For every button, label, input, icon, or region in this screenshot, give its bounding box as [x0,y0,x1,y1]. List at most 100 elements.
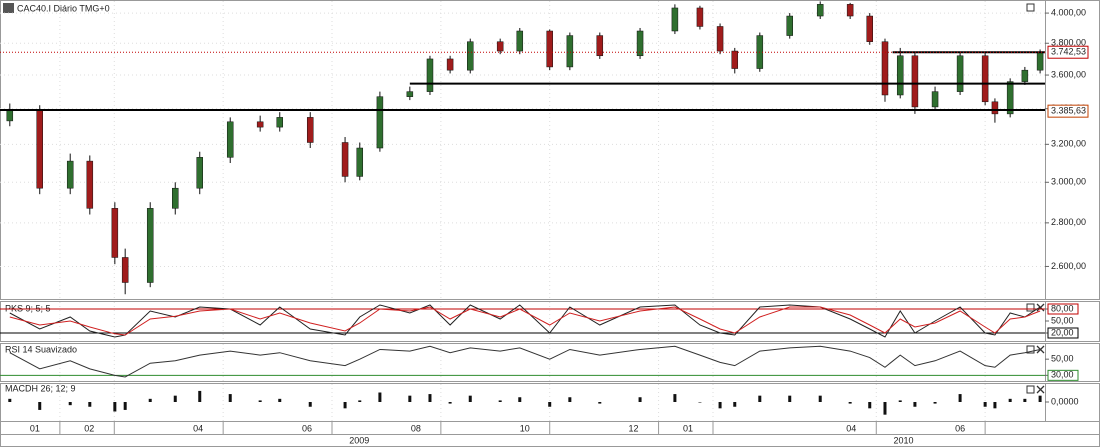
candle-body [426,58,434,92]
candle-body [196,157,203,189]
x-tick-label: 06 [302,423,312,433]
close-button[interactable] [1036,345,1045,354]
candle-body [866,15,873,42]
candle-body [671,7,679,32]
histogram-bar [88,402,92,407]
y-tick-label: 20,00 [1051,327,1074,337]
candle-body [496,41,504,52]
level-box [1047,327,1079,339]
histogram-bar [848,402,852,404]
price-label: 3.742,53 [1051,47,1086,57]
panel-title: PKS 9; 5; 5 [5,303,51,313]
candle-body [446,58,454,71]
candle-body [786,15,793,36]
indicator-line [9,345,1041,378]
candle-body [931,91,939,108]
candle-body [111,208,119,258]
y-tick-label: 80,00 [1051,303,1074,313]
y-tick-label: 4.000,00 [1051,7,1086,17]
candle-body [86,160,94,209]
x-tick-label: 02 [84,423,94,433]
panel-title: MACDH 26; 12; 9 [5,383,76,393]
candle-body [1006,81,1014,115]
histogram-bar [308,402,312,407]
histogram-bar [408,395,412,402]
y-tick-label: 3.800,00 [1051,38,1086,48]
histogram-bar [428,394,432,402]
x-tick-label: 04 [193,423,203,433]
y-tick-label: 3.600,00 [1051,69,1086,79]
histogram-bar [113,402,117,412]
x-tick-label: 06 [955,423,965,433]
price-box [1047,45,1089,59]
candle-body [731,50,739,69]
histogram-bar [1008,398,1012,402]
x-tick-label: 04 [846,423,856,433]
maximize-button[interactable] [1026,3,1035,12]
candle-body [956,55,964,92]
histogram-bar [788,395,792,402]
close-button[interactable] [1036,303,1045,312]
y-tick-label: 2.800,00 [1051,217,1086,227]
histogram-bar [278,398,282,402]
histogram-bar [598,402,602,404]
x-tick-label: 10 [520,423,530,433]
histogram-bar [198,390,202,402]
histogram-bar [818,395,822,402]
y-tick-label: 0,0000 [1051,396,1079,406]
year-label: 2009 [349,435,369,445]
y-tick-label: 2.600,00 [1051,261,1086,271]
candle-body [276,117,284,128]
candle-body [341,142,349,177]
indicator-line [9,306,1041,336]
level-box [1047,369,1079,381]
y-tick-label: 3.200,00 [1051,139,1086,149]
candle-body [981,55,989,103]
histogram-bar [148,398,152,402]
panel-button[interactable] [1026,345,1035,354]
histogram-bar [173,395,177,402]
histogram-bar [698,402,702,403]
y-tick-label: 30,00 [1051,370,1074,380]
panel-title: CAC40.I Diário TMG+0 [17,3,110,13]
histogram-bar [958,394,962,402]
level-box [1047,303,1079,315]
candle-body [172,187,179,209]
candle-body [566,35,574,68]
histogram-bar [498,400,502,402]
y-tick-label: 50,00 [1051,354,1074,364]
candle-body [1036,52,1044,71]
candle-body [36,110,43,189]
histogram-bar [358,400,362,402]
candle-body [636,30,644,57]
histogram-bar [123,402,127,410]
y-tick-label: 50,00 [1051,315,1074,325]
histogram-bar [758,395,762,402]
candle-body [226,121,234,158]
x-tick-label: 12 [629,423,639,433]
candle-body [1021,69,1029,82]
candle-body [121,257,129,283]
close-button[interactable] [1036,385,1045,394]
histogram-bar [733,402,737,407]
candle-body [406,91,414,97]
histogram-bar [258,400,262,402]
x-tick-label: 01 [683,423,693,433]
panel-button[interactable] [1026,385,1035,394]
candle-body [846,4,854,17]
histogram-bar [883,402,887,415]
candle-body [356,147,364,177]
panel-button[interactable] [1026,303,1035,312]
candle-body [66,160,74,189]
x-tick-label: 08 [411,423,421,433]
x-tick-label: 01 [30,423,40,433]
histogram-bar [1023,398,1027,402]
histogram-bar [868,402,872,409]
candle-body [546,30,553,68]
histogram-bar [993,402,997,409]
histogram-bar [568,397,572,402]
histogram-bar [673,394,677,402]
histogram-bar [468,395,472,402]
candle-body [716,26,724,52]
